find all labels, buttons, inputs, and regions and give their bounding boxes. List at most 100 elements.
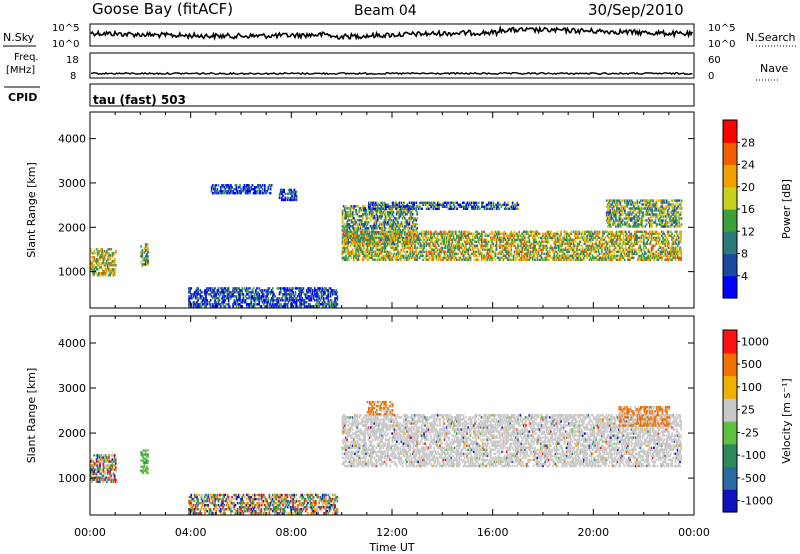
power-cell xyxy=(245,190,248,193)
power-cell xyxy=(521,254,524,257)
power-cell xyxy=(267,299,270,302)
power-cell xyxy=(270,305,273,308)
power-cell xyxy=(615,230,618,233)
power-cell xyxy=(385,219,388,222)
power-cell xyxy=(606,246,609,249)
power-cell xyxy=(569,240,571,243)
power-cell xyxy=(481,230,483,233)
power-cell xyxy=(415,250,417,253)
power-cell xyxy=(320,297,323,300)
power-cell xyxy=(561,250,564,253)
power-cell xyxy=(311,289,314,292)
power-cell xyxy=(432,250,434,253)
power-cell xyxy=(446,205,448,208)
power-cell xyxy=(348,236,351,239)
power-cell xyxy=(357,241,360,244)
power-cell xyxy=(522,254,525,257)
power-cell xyxy=(258,190,261,193)
power-cell xyxy=(432,248,434,251)
power-cell xyxy=(313,299,316,302)
power-cell xyxy=(381,215,383,218)
power-cell xyxy=(434,244,437,247)
power-cell xyxy=(218,299,221,302)
power-cell xyxy=(357,246,360,249)
power-cell xyxy=(278,196,281,200)
power-cell xyxy=(676,254,679,257)
power-cell xyxy=(252,303,255,306)
power-cell xyxy=(99,258,101,261)
power-cell xyxy=(554,248,557,251)
power-cell xyxy=(399,211,402,214)
power-cell xyxy=(396,225,398,228)
power-cell xyxy=(365,225,368,228)
power-cell xyxy=(534,242,536,245)
power-cell xyxy=(485,242,488,245)
power-cell xyxy=(407,207,410,210)
power-cell xyxy=(422,201,424,204)
power-cell xyxy=(619,236,621,239)
power-cell xyxy=(452,205,455,208)
power-cell xyxy=(655,254,658,257)
power-cell xyxy=(481,205,483,208)
power-cell xyxy=(389,244,391,247)
power-cell xyxy=(440,234,442,237)
power-cell xyxy=(242,295,245,298)
power-cell xyxy=(465,244,467,247)
power-cell xyxy=(244,188,247,191)
power-cell xyxy=(291,297,293,300)
power-cell xyxy=(636,199,639,202)
power-cell xyxy=(641,207,643,210)
power-cell xyxy=(616,199,618,202)
power-cell xyxy=(343,238,346,241)
power-cell xyxy=(479,252,482,255)
power-cell xyxy=(365,235,368,238)
power-cell xyxy=(510,234,513,237)
power-cell xyxy=(451,201,454,204)
power-cell xyxy=(616,254,619,257)
power-cell xyxy=(633,221,635,224)
power-cell xyxy=(506,207,508,210)
power-region-2 xyxy=(188,287,339,308)
power-cell xyxy=(104,262,107,265)
power-cell xyxy=(398,225,400,228)
power-cell xyxy=(597,244,600,247)
power-cell xyxy=(102,262,105,265)
power-cell xyxy=(408,256,411,259)
power-cell xyxy=(358,242,361,245)
power-cell xyxy=(474,236,476,239)
power-cell xyxy=(292,291,294,294)
power-cell xyxy=(477,205,480,208)
power-cell xyxy=(533,252,535,255)
power-cell xyxy=(287,289,290,292)
power-cell xyxy=(440,230,442,233)
power-cell xyxy=(524,248,526,251)
power-cell xyxy=(381,227,383,230)
power-cell xyxy=(349,209,352,212)
power-cell xyxy=(584,232,586,235)
power-cell xyxy=(353,207,355,210)
power-cell xyxy=(656,238,659,241)
power-cell xyxy=(391,241,394,244)
power-cell xyxy=(414,225,416,228)
power-cell xyxy=(608,236,611,239)
power-cell xyxy=(619,213,622,216)
power-cell xyxy=(389,254,391,257)
power-cell xyxy=(425,234,428,237)
power-cell xyxy=(633,232,636,235)
power-cell xyxy=(293,198,296,202)
power-cell xyxy=(398,236,400,239)
power-cell xyxy=(611,223,614,226)
power-cell xyxy=(377,231,380,234)
power-cell xyxy=(196,301,198,304)
power-cell xyxy=(100,272,102,275)
power-cell xyxy=(468,256,471,259)
power-cell xyxy=(260,186,263,189)
power-cell xyxy=(615,234,618,237)
power-cell xyxy=(249,303,251,306)
power-cell xyxy=(382,254,385,257)
power-cell xyxy=(672,254,675,257)
power-cell xyxy=(291,198,293,202)
power-cell xyxy=(628,213,631,216)
power-cell xyxy=(341,233,344,236)
power-cell xyxy=(501,256,503,259)
